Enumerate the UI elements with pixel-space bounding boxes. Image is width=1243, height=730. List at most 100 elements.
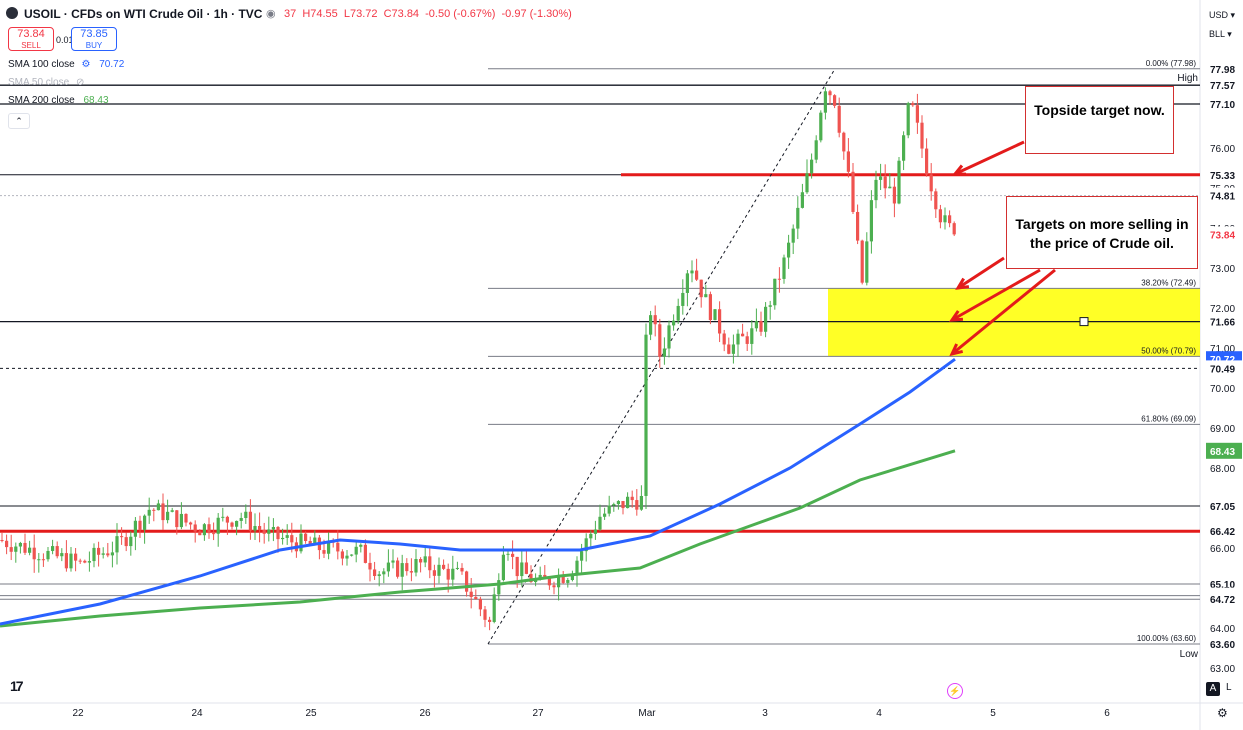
candle-body (437, 564, 441, 576)
price-tag-bg (1206, 523, 1242, 540)
x-tick-label: 26 (419, 708, 431, 719)
price-tag-label: 63.60 (1210, 640, 1235, 651)
indicator-sma100[interactable]: SMA 100 close ⚙ 70.72 (8, 59, 124, 70)
candle-body (451, 568, 455, 580)
candle-body (110, 552, 114, 556)
candle-body (299, 533, 303, 552)
visibility-eye-icon[interactable]: ◉ (266, 8, 276, 20)
candle-body (322, 550, 326, 554)
price-tag-bg (1206, 498, 1242, 514)
candle-body (207, 524, 211, 534)
candle-body (538, 574, 542, 579)
price-tag-label: 65.10 (1210, 580, 1235, 591)
price-tag-label: 68.43 (1210, 447, 1235, 458)
candle-body (902, 135, 906, 161)
ohlc-change: -0.50 (-0.67%) (425, 8, 496, 20)
candle-body (382, 571, 386, 575)
price-tag-bg (1206, 360, 1242, 377)
candle-body (658, 324, 662, 357)
candle-body (607, 505, 611, 514)
candle-body (704, 294, 708, 298)
candle-body (750, 328, 754, 344)
candle-body (603, 513, 607, 517)
indicator-sma50[interactable]: SMA 50 close ⊘ (8, 77, 84, 88)
ohlc-open-fragment: 37 (284, 8, 297, 20)
candle-body (741, 333, 745, 337)
collapse-legend-button[interactable]: ⌃ (8, 113, 30, 129)
candle-body (888, 186, 892, 189)
candle-body (138, 520, 142, 530)
candle-body (396, 560, 400, 577)
candle-body (906, 103, 910, 136)
auto-scale-button[interactable]: A (1206, 682, 1220, 696)
candle-body (166, 511, 170, 521)
candle-body (524, 562, 528, 574)
y-tick-label: 68.00 (1210, 464, 1235, 475)
price-tag-label: 77.10 (1210, 100, 1235, 111)
candle-body (120, 536, 124, 538)
candle-body (837, 105, 841, 133)
candle-body (511, 553, 515, 557)
candle-body (699, 279, 703, 298)
candle-body (60, 553, 64, 557)
fib-level-label: 38.20% (72.49) (1141, 278, 1196, 287)
candle-body (842, 132, 846, 152)
candle-body (14, 546, 18, 552)
indicator-sma200[interactable]: SMA 200 close 68.43 (8, 95, 109, 106)
candle-body (672, 320, 676, 326)
price-tag-bg (1206, 591, 1242, 608)
candle-body (616, 501, 620, 505)
candle-body (248, 511, 252, 531)
candle-body (552, 585, 556, 588)
candle-body (575, 560, 579, 576)
candle-body (391, 560, 395, 563)
ohlc-values: 37 H74.55 L73.72 C73.84 -0.50 (-0.67%) -… (284, 8, 575, 20)
x-tick-label: 6 (1104, 708, 1110, 719)
sell-button[interactable]: 73.84 SELL (8, 27, 54, 51)
price-tag-bg (1206, 166, 1242, 183)
settings-icon[interactable]: ⚙ (81, 59, 91, 70)
price-tag-bg (1206, 226, 1242, 243)
unit-selector[interactable]: BLL ▾ (1209, 29, 1232, 39)
y-tick-label: 64.00 (1210, 624, 1235, 635)
candle-body (170, 510, 174, 512)
candle-body (193, 524, 197, 532)
candle-body (308, 541, 312, 546)
candle-body (879, 176, 883, 180)
candle-body (55, 546, 59, 557)
candle-body (589, 533, 593, 539)
candle-body (74, 553, 78, 561)
candle-body (253, 526, 257, 531)
chart-settings-gear-icon[interactable]: ⚙ (1217, 706, 1228, 720)
candle-body (584, 538, 588, 552)
indicator-label: SMA 50 close (8, 77, 70, 88)
candle-body (529, 573, 533, 583)
ohlc-high: H74.55 (302, 8, 338, 20)
symbol-title[interactable]: USOIL · CFDs on WTI Crude Oil · 1h · TVC (24, 7, 263, 21)
candle-body (87, 561, 91, 563)
candle-body (97, 547, 101, 555)
candle-body (405, 563, 409, 572)
price-tag-label: 71.66 (1210, 318, 1235, 329)
candle-body (557, 575, 561, 588)
sma200-line (0, 449, 956, 628)
currency-selector[interactable]: USD ▾ (1209, 10, 1236, 20)
flash-icon[interactable]: ⚡ (947, 683, 963, 699)
candle-body (745, 336, 749, 344)
candle-body (271, 527, 275, 530)
annotation-arrowhead (949, 310, 964, 322)
buy-button[interactable]: 73.85 BUY (71, 27, 117, 51)
price-tag-label: 73.84 (1210, 230, 1235, 241)
candle-body (948, 215, 952, 224)
candle-body (764, 306, 768, 332)
candle-body (860, 240, 864, 283)
log-scale-button[interactable]: L (1226, 682, 1232, 693)
hidden-eye-icon[interactable]: ⊘ (75, 77, 85, 88)
y-tick-label: 72.00 (1210, 304, 1235, 315)
x-tick-label: 22 (72, 708, 84, 719)
low-label: Low (1180, 649, 1199, 660)
fib-level-label: 100.00% (63.60) (1137, 634, 1196, 643)
fib-level-label: 0.00% (77.98) (1146, 59, 1197, 68)
candle-body (865, 241, 869, 283)
